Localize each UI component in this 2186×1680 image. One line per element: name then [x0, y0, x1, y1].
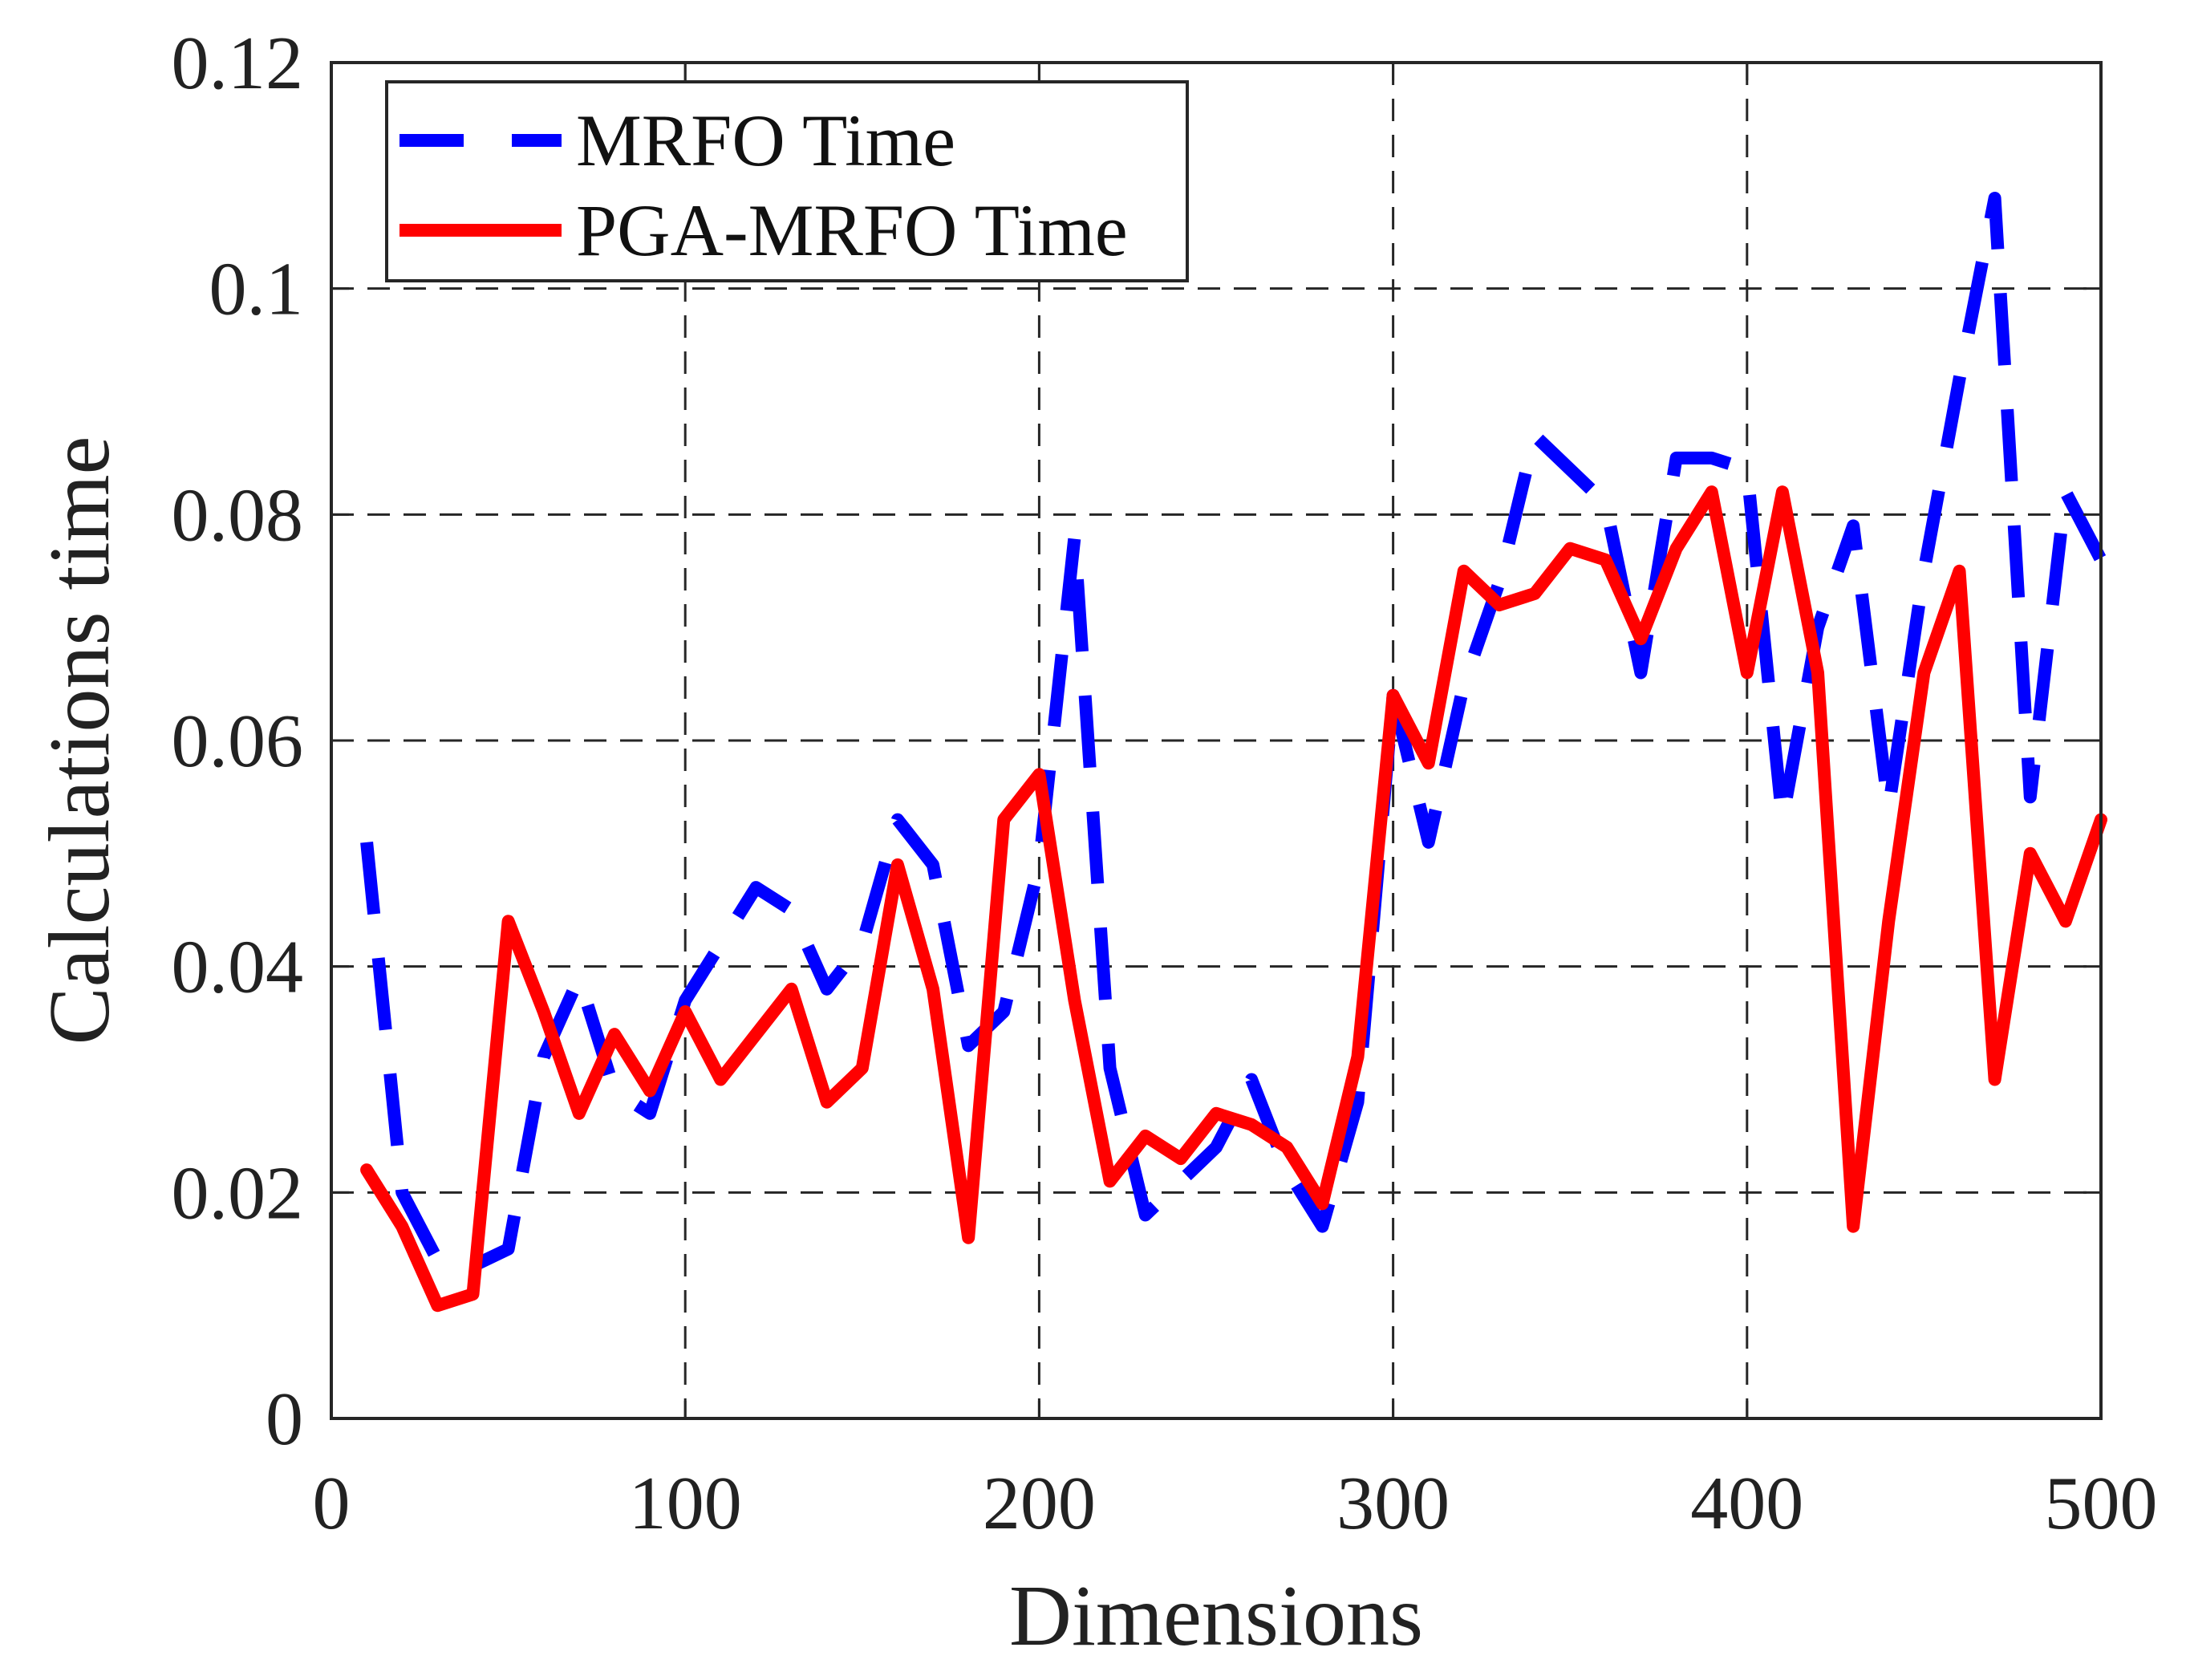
legend-label-mrfo: MRFO Time — [576, 99, 955, 181]
y-tick-label: 0.1 — [209, 248, 304, 331]
legend-label-pga-mrfo: PGA-MRFO Time — [576, 189, 1128, 271]
y-axis-title: Calculations time — [32, 436, 128, 1045]
y-tick-label: 0.08 — [172, 473, 304, 557]
y-tick-label: 0.02 — [172, 1151, 304, 1235]
series-line-pga-mrfo — [360, 485, 2107, 1313]
series-lines — [360, 192, 2107, 1313]
legend-box — [385, 80, 1189, 282]
y-tick-label: 0.06 — [172, 700, 304, 783]
axis-ticks: 0 100 200 300 400 500 0 0.02 0.04 0.06 0.08 0.1 0.12 — [172, 22, 2158, 1545]
y-tick-label: 0.12 — [172, 22, 304, 105]
legend: MRFO Time PGA-MRFO Time — [385, 80, 1189, 282]
x-axis-title: Dimensions — [1009, 1568, 1423, 1664]
x-tick-label: 200 — [983, 1462, 1096, 1545]
x-tick-label: 300 — [1336, 1462, 1450, 1545]
x-tick-label: 100 — [629, 1462, 742, 1545]
grid-lines — [331, 63, 2101, 1418]
x-tick-label: 400 — [1690, 1462, 1803, 1545]
y-tick-label: 0.04 — [172, 926, 304, 1009]
x-tick-label: 0 — [313, 1462, 351, 1545]
y-tick-label: 0 — [266, 1378, 303, 1461]
x-tick-label: 500 — [2045, 1462, 2158, 1545]
